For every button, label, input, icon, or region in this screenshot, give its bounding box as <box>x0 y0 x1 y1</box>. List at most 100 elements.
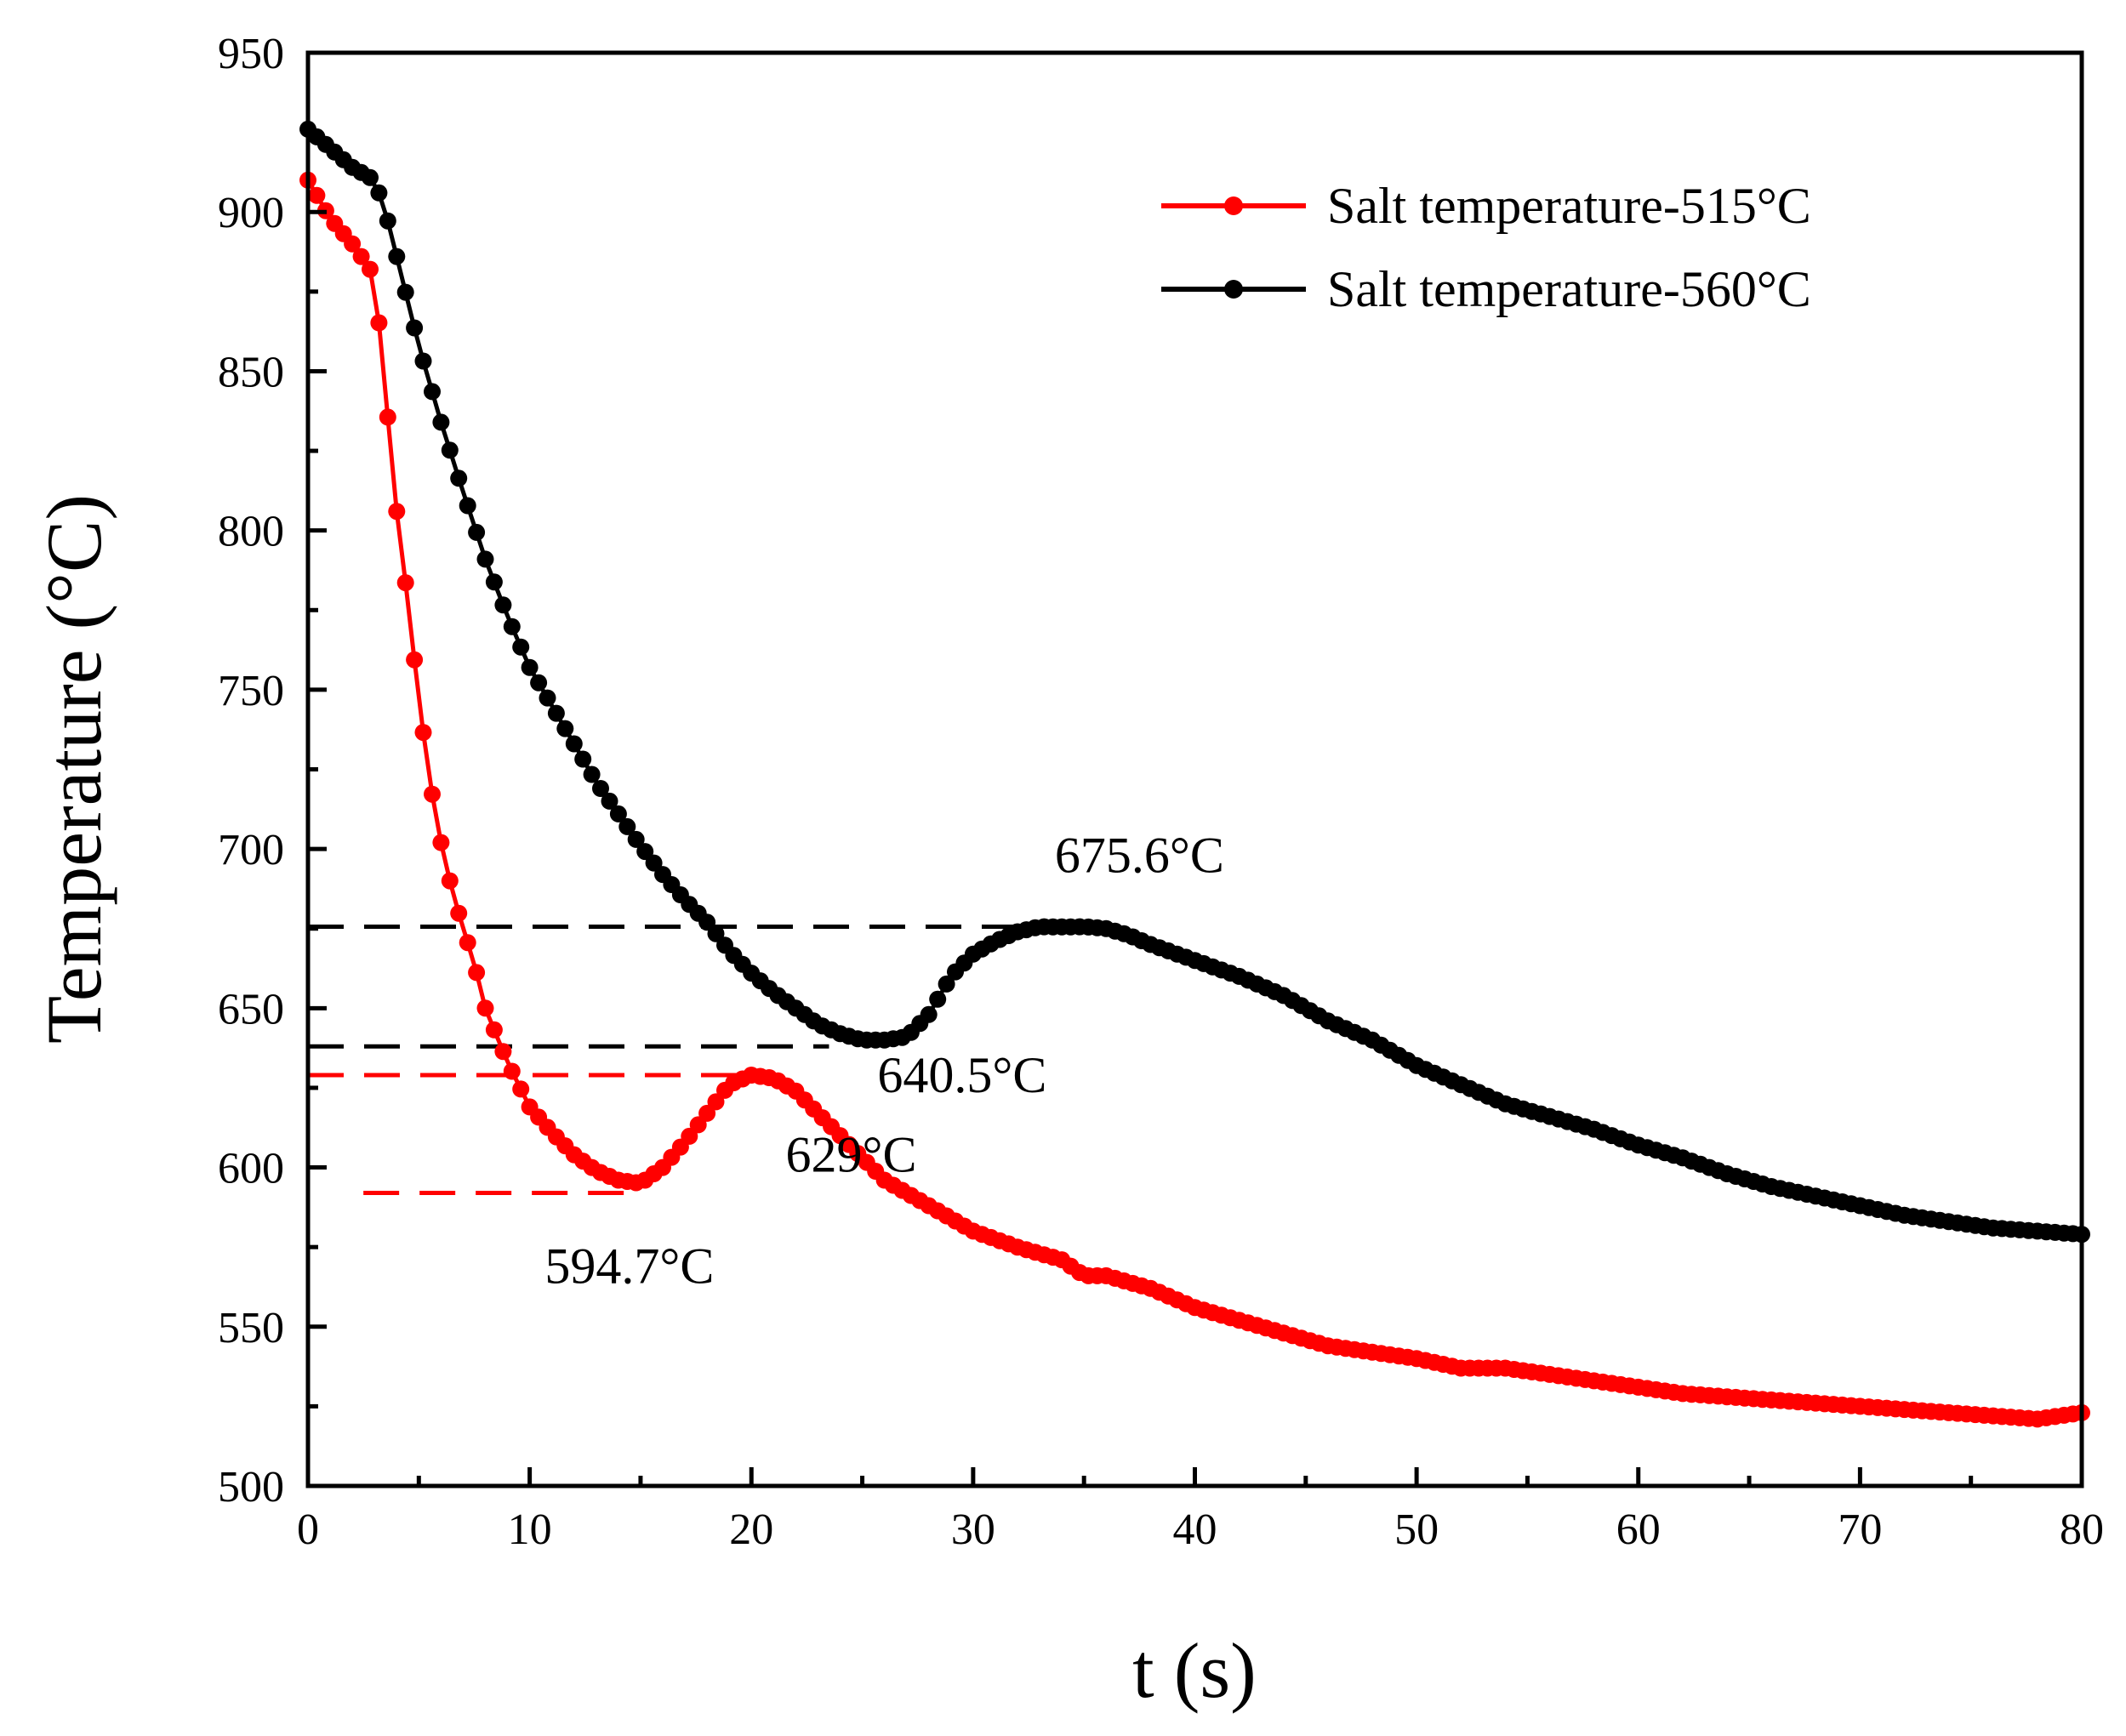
data-point <box>344 235 362 253</box>
data-point <box>627 830 645 848</box>
data-point <box>379 212 396 230</box>
data-point <box>308 186 326 204</box>
data-point <box>689 1116 707 1134</box>
x-tick-label: 10 <box>508 1505 552 1554</box>
data-point <box>476 999 494 1017</box>
data-point <box>530 674 548 692</box>
data-point <box>459 497 476 515</box>
x-axis-title: t (s) <box>1132 1627 1257 1714</box>
data-point <box>609 805 627 822</box>
annotation-label: 629°C <box>786 1127 917 1183</box>
data-point <box>485 573 503 591</box>
series-line <box>305 179 2083 1421</box>
data-point <box>370 314 388 332</box>
legend-marker-515 <box>1224 196 1243 215</box>
y-tick-label: 900 <box>218 189 284 237</box>
data-point <box>459 934 476 952</box>
y-tick-label: 550 <box>218 1304 284 1352</box>
data-point <box>618 817 636 835</box>
y-tick-label: 750 <box>218 667 284 715</box>
data-point <box>362 260 379 278</box>
data-point <box>645 854 663 872</box>
data-point <box>698 914 716 931</box>
data-point <box>424 785 441 803</box>
data-point <box>432 413 450 431</box>
x-tick-label: 40 <box>1173 1505 1217 1554</box>
series-line <box>306 128 2083 1237</box>
data-point <box>370 184 388 202</box>
data-point <box>388 248 406 265</box>
axis-ticks: 0 10 20 30 40 50 60 70 80 500 550 600 650 700 750 800 85… <box>218 30 2104 1554</box>
data-point <box>468 964 486 982</box>
annotation-label: 640.5°C <box>877 1047 1046 1103</box>
data-point <box>468 523 486 541</box>
y-tick-label: 500 <box>218 1463 284 1511</box>
data-point <box>352 248 370 265</box>
data-point <box>494 596 512 614</box>
legend: Salt temperature-515°C Salt temperature-… <box>1161 178 1811 317</box>
data-point <box>698 1104 716 1122</box>
annotation-label: 675.6°C <box>1055 828 1224 884</box>
series-560 <box>299 120 2090 1244</box>
annotation-label: 594.7°C <box>544 1238 714 1295</box>
data-point <box>441 441 459 459</box>
series-layer <box>299 120 2090 1428</box>
y-tick-label: 600 <box>218 1145 284 1193</box>
data-point <box>414 724 432 742</box>
legend-marker-560 <box>1224 280 1243 299</box>
annotations: 675.6°C 640.5°C 629°C 594.7°C <box>544 828 1223 1295</box>
data-point <box>406 651 424 669</box>
data-point <box>379 408 396 426</box>
data-point <box>450 470 468 487</box>
data-point <box>707 925 725 942</box>
legend-label-515: Salt temperature-515°C <box>1327 178 1811 234</box>
y-tick-label: 800 <box>218 508 284 556</box>
data-point <box>388 503 406 521</box>
data-point <box>424 383 441 401</box>
data-point <box>681 1127 698 1145</box>
data-point <box>574 750 592 768</box>
data-point <box>521 658 539 676</box>
data-point <box>707 1093 725 1111</box>
y-axis-title: Temperature (°C) <box>31 494 117 1044</box>
data-point <box>450 904 468 922</box>
data-point <box>929 990 947 1008</box>
x-tick-label: 60 <box>1616 1505 1661 1554</box>
reference-lines <box>308 924 1052 1196</box>
data-point <box>547 704 565 722</box>
series-515 <box>299 171 2090 1428</box>
data-point <box>503 618 521 635</box>
data-point <box>432 834 450 851</box>
data-point <box>441 872 459 890</box>
y-tick-label: 850 <box>218 348 284 396</box>
y-tick-label: 650 <box>218 985 284 1033</box>
y-tick-label: 700 <box>218 826 284 874</box>
x-tick-label: 0 <box>297 1505 319 1554</box>
data-point <box>512 638 530 656</box>
data-point <box>406 319 424 337</box>
data-point <box>938 975 955 993</box>
data-point <box>476 550 494 568</box>
x-tick-label: 70 <box>1838 1505 1882 1554</box>
data-point <box>362 168 379 186</box>
data-point <box>512 1080 530 1098</box>
x-tick-label: 50 <box>1394 1505 1439 1554</box>
data-point <box>601 792 618 810</box>
data-point <box>583 766 601 783</box>
data-point <box>556 720 574 737</box>
data-point <box>414 352 432 370</box>
x-tick-label: 20 <box>729 1505 773 1554</box>
data-point <box>920 1005 938 1023</box>
legend-label-560: Salt temperature-560°C <box>1327 261 1811 317</box>
data-point <box>485 1021 503 1039</box>
data-point <box>396 574 414 592</box>
data-point <box>539 689 556 707</box>
y-tick-label: 950 <box>218 30 284 78</box>
data-point <box>636 843 654 861</box>
x-tick-label: 30 <box>951 1505 995 1554</box>
data-point <box>494 1043 512 1061</box>
data-point <box>503 1062 521 1080</box>
data-point <box>592 780 609 797</box>
data-point <box>396 283 414 301</box>
